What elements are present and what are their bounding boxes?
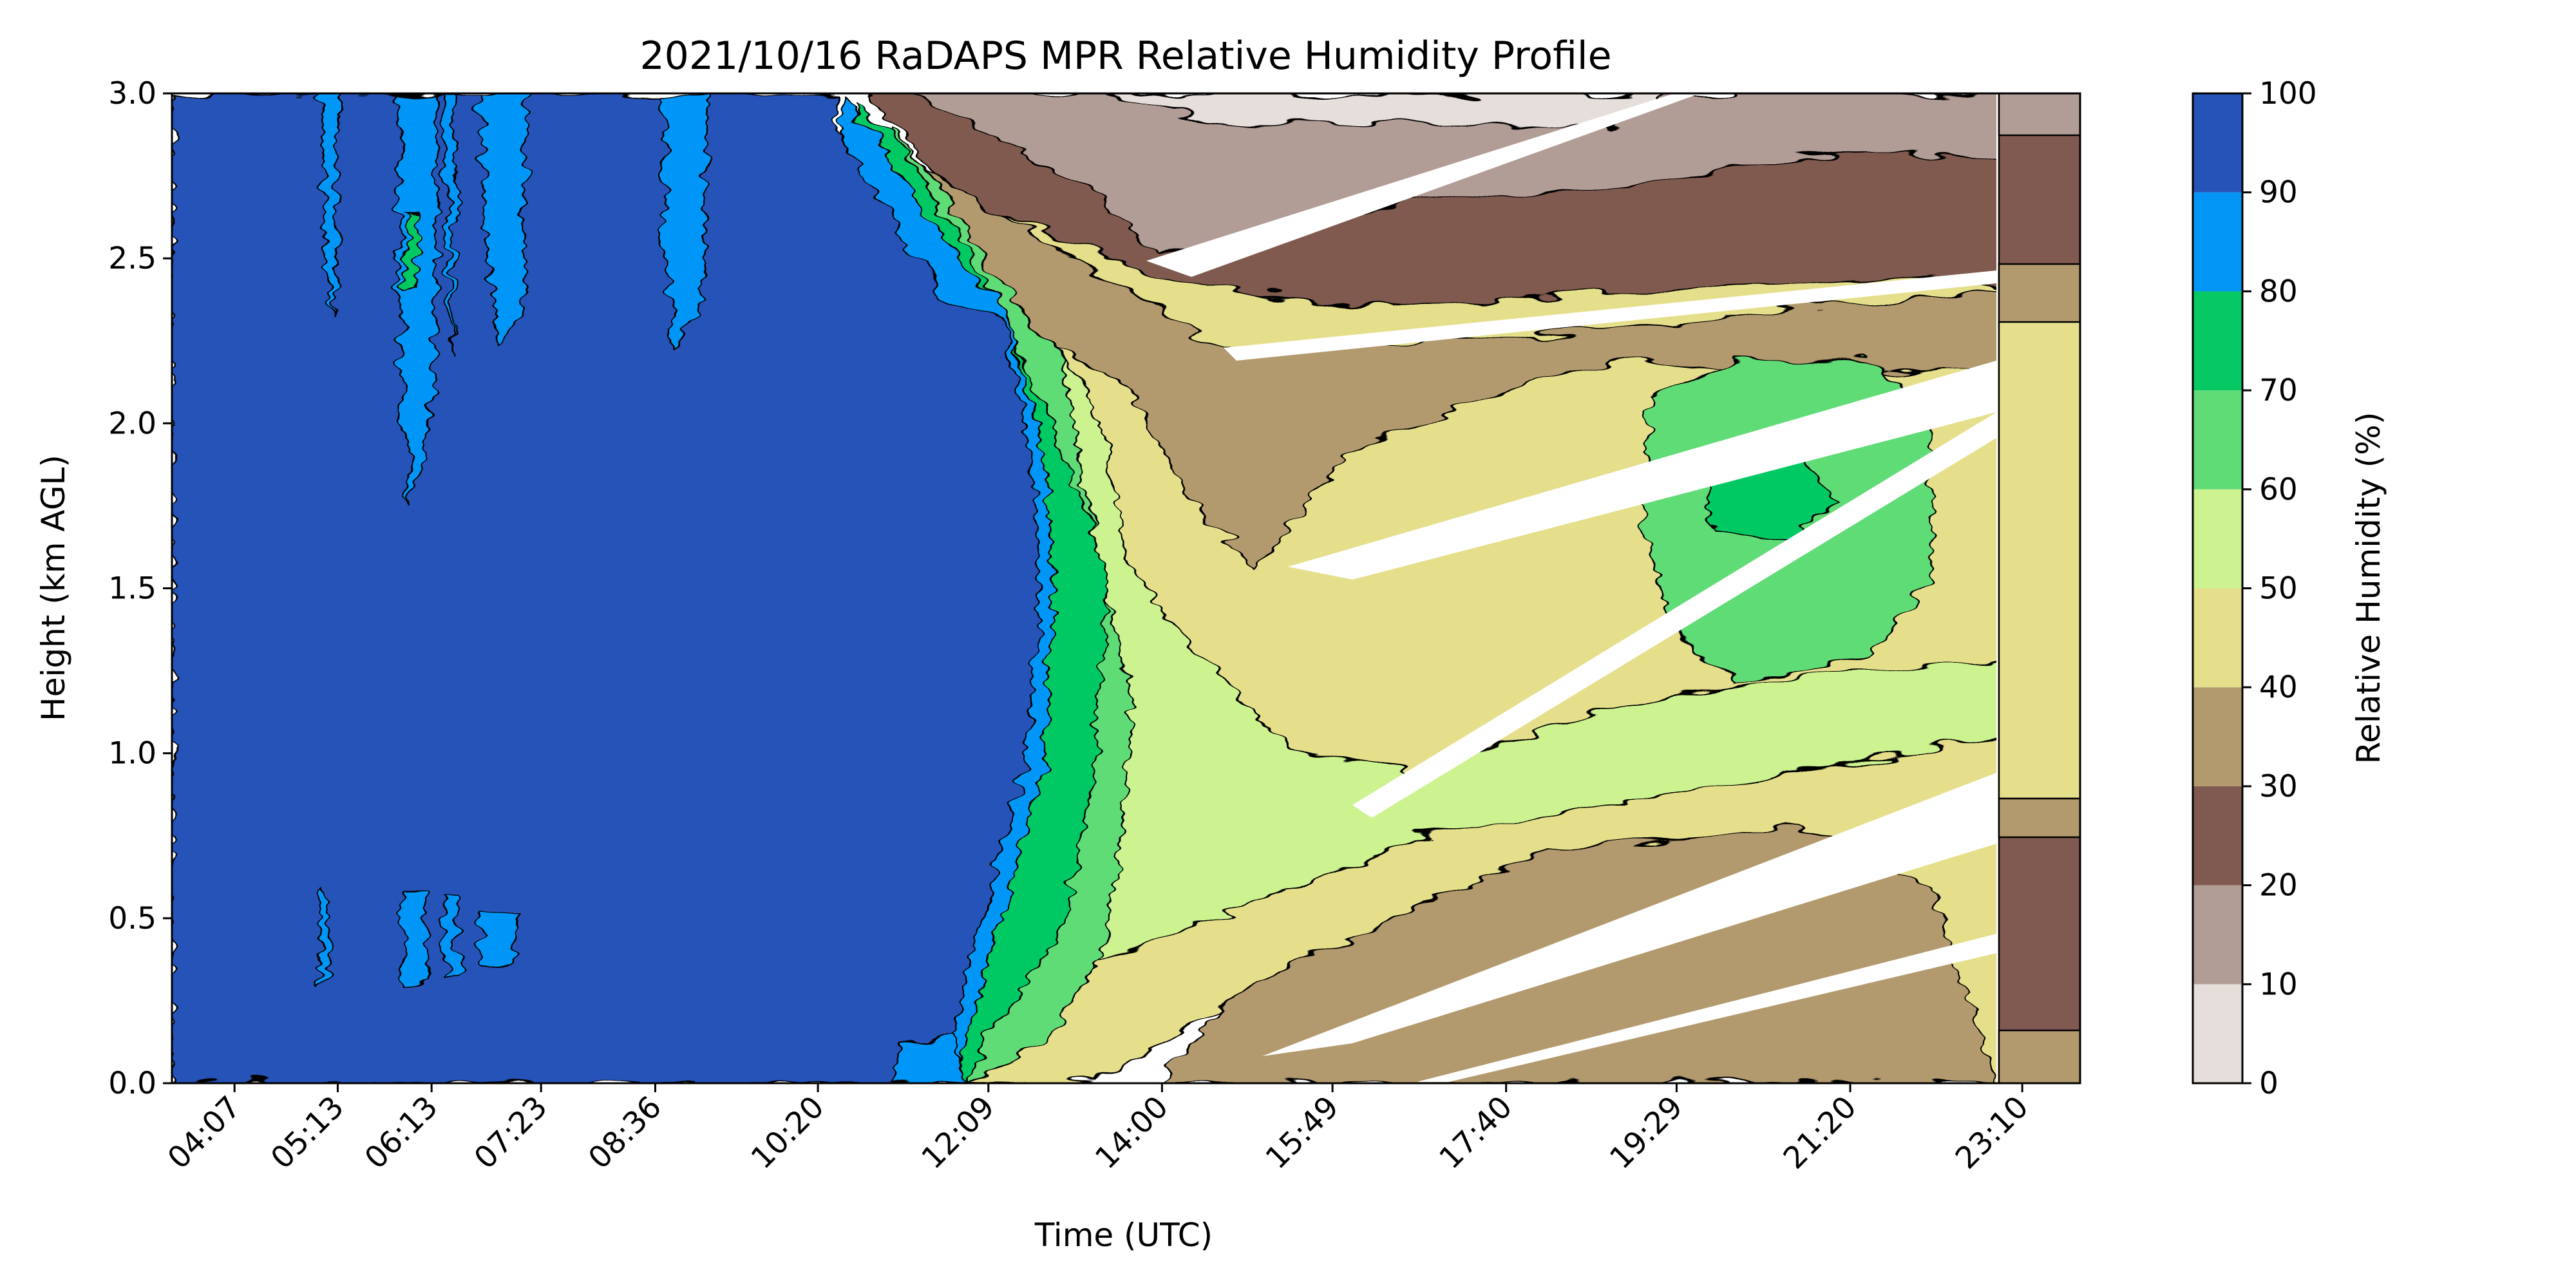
data-gap-wedges [1146, 93, 1999, 1083]
x-tick-label: 06:13 [358, 1090, 445, 1177]
y-tick-label: 1.0 [108, 736, 156, 772]
x-tick-label: 08:36 [582, 1090, 668, 1177]
y-tick-label: 2.5 [108, 241, 156, 276]
x-tick-label: 10:20 [744, 1090, 831, 1177]
colorbar-tick-label: 40 [2259, 670, 2298, 705]
x-tick-label: 23:10 [1949, 1090, 2036, 1177]
x-axis-label: Time (UTC) [1034, 1217, 1213, 1254]
gap-wedge-2 [1224, 270, 1996, 361]
colorbar: 0 10 20 30 40 50 60 70 80 90 100 [2192, 76, 2317, 1101]
colorbar-segment [2193, 489, 2242, 589]
colorbar-tick-label: 80 [2259, 274, 2298, 309]
colorbar-segment [2193, 588, 2242, 688]
gap-wedge-6 [1352, 412, 1996, 818]
colorbar-tick-label: 30 [2259, 769, 2298, 804]
x-tick-label: 21:20 [1777, 1090, 1864, 1177]
colorbar-segment [2193, 885, 2242, 985]
region-rh-80-90-blob-1 [319, 887, 330, 987]
y-tick-label: 0.5 [108, 901, 156, 936]
x-tick-label: 14:00 [1088, 1090, 1175, 1177]
right-column-30-40-c [1998, 1029, 2080, 1083]
y-tick-label: 3.0 [108, 76, 156, 111]
y-axis: 0.0 0.5 1.0 1.5 2.0 2.5 3.0 [108, 76, 172, 1101]
x-tick-label: 07:23 [468, 1090, 554, 1177]
x-tick-label: 17:40 [1432, 1090, 1519, 1177]
chart-title: 2021/10/16 RaDAPS MPR Relative Humidity … [640, 33, 1612, 79]
x-tick-label: 05:13 [264, 1090, 351, 1177]
colorbar-tick-label: 10 [2259, 967, 2298, 1002]
colorbar-label: Relative Humidity (%) [2350, 412, 2387, 764]
colorbar-tick-label: 70 [2259, 373, 2298, 408]
gap-wedge-1 [1146, 93, 1700, 277]
right-column-30-40-b [1998, 797, 2080, 838]
region-rh-80-90-streak-5 [443, 93, 459, 355]
gap-wedge-4 [1417, 934, 1996, 1082]
colorbar-tick-label: 100 [2259, 76, 2317, 111]
right-column-40-50 [1998, 321, 2080, 800]
right-column-30-40-a [1998, 263, 2080, 330]
region-rh-80-90-streak-4 [662, 93, 710, 355]
colorbar-tick-label: 50 [2259, 571, 2298, 607]
right-column-10-20 [1998, 93, 2080, 137]
gap-strip-right [1996, 93, 1999, 1083]
region-rh-80-90-blob-4 [478, 907, 516, 967]
gap-wedge-5 [1288, 361, 1996, 580]
y-tick-label: 2.0 [108, 406, 156, 441]
y-tick-label: 0.0 [108, 1066, 156, 1101]
region-rh-80-90-streak-2 [395, 93, 439, 510]
region-rh-80-90-lower [887, 1036, 967, 1083]
colorbar-segment [2193, 786, 2242, 886]
colorbar-tick-label: 0 [2259, 1066, 2278, 1101]
x-axis: 04:07 05:13 06:13 07:23 08:36 10:20 12:09 14:00… [161, 1083, 2036, 1176]
region-rh-80-90-streak-1 [321, 93, 339, 323]
plot-area [172, 93, 2080, 1083]
region-rh-80-90-blob-2 [401, 894, 430, 987]
colorbar-segment [2193, 192, 2242, 292]
x-tick-label: 19:29 [1603, 1090, 1690, 1177]
region-rh-80-90-blob-3 [443, 900, 460, 980]
colorbar-segment [2193, 687, 2242, 786]
region-rh-10-20 [913, 93, 2080, 259]
y-tick-label: 1.5 [108, 571, 156, 607]
colorbar-tick-label: 20 [2259, 868, 2298, 904]
colorbar-segment [2193, 291, 2242, 391]
x-tick-label: 15:49 [1259, 1090, 1346, 1177]
y-axis-label: Height (km AGL) [35, 455, 72, 721]
right-edge-column [1998, 93, 2080, 1083]
colorbar-segment [2193, 390, 2242, 489]
region-rh-70-80-streak [404, 211, 419, 291]
colorbar-tick-label: 90 [2259, 175, 2298, 211]
colorbar-segment [2193, 93, 2242, 193]
colorbar-tick-label: 60 [2259, 472, 2298, 507]
region-rh-80-90-streak-3 [478, 93, 526, 349]
region-rh-0-10 [1094, 93, 1676, 130]
gap-wedge-3 [1262, 773, 1996, 1056]
x-tick-label: 04:07 [161, 1090, 248, 1177]
x-tick-label: 12:09 [915, 1090, 1002, 1177]
colorbar-segment [2193, 984, 2242, 1083]
